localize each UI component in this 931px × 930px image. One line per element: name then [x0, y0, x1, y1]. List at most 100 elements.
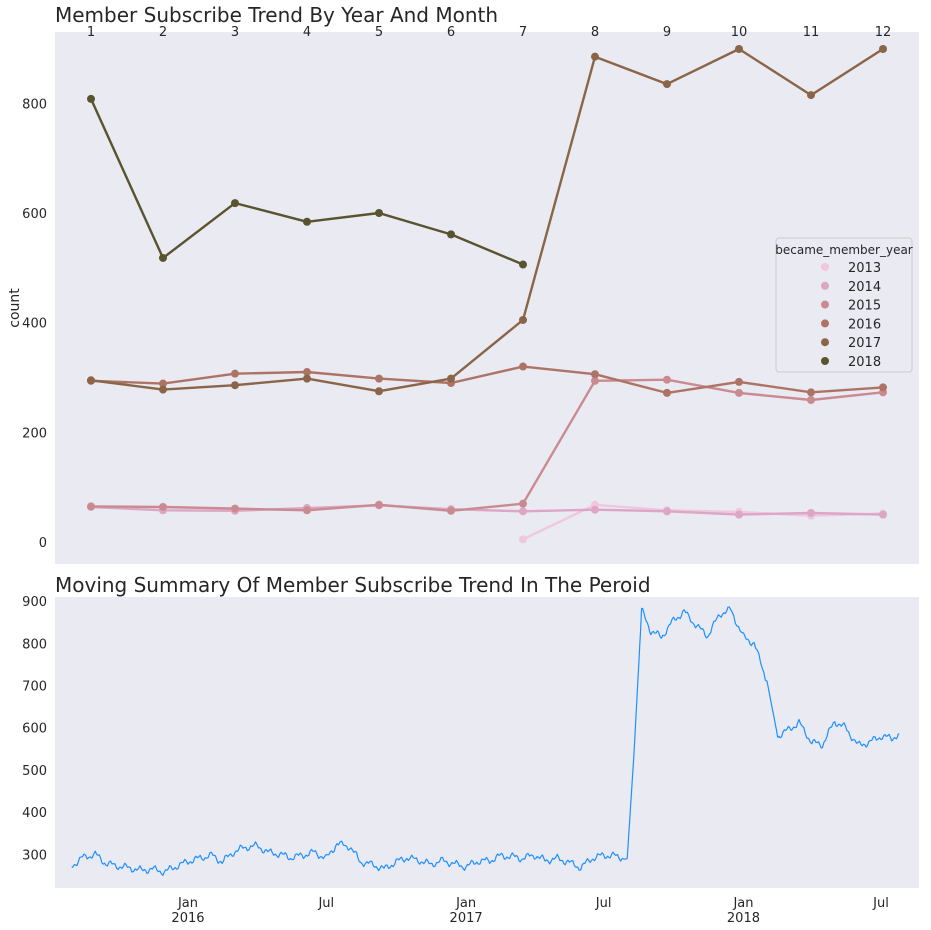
x-tick-label: Jul [317, 896, 334, 911]
x-tick-year-label: 2017 [450, 911, 483, 926]
legend-marker [821, 357, 829, 365]
y-tick-label: 900 [22, 595, 47, 610]
x-tick-label: Jan [732, 896, 753, 911]
x-tick-label: 4 [303, 25, 311, 40]
data-point [375, 387, 383, 396]
plot-background [55, 32, 919, 564]
legend-marker [821, 300, 829, 309]
data-point [519, 499, 527, 508]
data-point [519, 260, 527, 269]
data-point [303, 506, 311, 515]
legend-label: 2015 [848, 299, 881, 314]
x-tick-label: 10 [731, 25, 748, 40]
data-point [159, 379, 167, 388]
y-tick-label: 500 [22, 764, 47, 779]
x-tick-label: 2 [159, 25, 167, 40]
data-point [879, 45, 887, 54]
data-point [519, 362, 527, 371]
y-tick-label: 300 [22, 848, 47, 863]
legend-marker [821, 338, 829, 347]
x-tick-label: 3 [231, 25, 239, 40]
series-2015 [87, 375, 887, 515]
data-point [87, 502, 95, 511]
data-point [159, 385, 167, 394]
plot-background [55, 597, 919, 888]
series-group [87, 45, 887, 544]
y-tick-labels: 0 200 400 600 800 [22, 97, 47, 551]
legend-marker [821, 281, 829, 290]
data-point [87, 94, 95, 103]
y-tick-label: 800 [22, 97, 47, 112]
data-point [375, 208, 383, 217]
chart-title: Member Subscribe Trend By Year And Month [55, 3, 498, 27]
series-line [71, 606, 900, 877]
data-point [591, 505, 599, 514]
x-tick-label: 8 [591, 25, 599, 40]
x-tick-label: Jan [455, 896, 476, 911]
data-point [447, 506, 455, 515]
data-point [591, 376, 599, 385]
legend-label: 2017 [848, 336, 881, 351]
data-point [303, 368, 311, 377]
y-tick-label: 0 [39, 536, 47, 551]
monthly-trend-chart: Member Subscribe Trend By Year And Month… [7, 3, 919, 564]
data-point [735, 45, 743, 54]
data-point [807, 388, 815, 397]
series-2017 [87, 45, 887, 396]
data-point [447, 374, 455, 383]
data-point [159, 253, 167, 262]
legend-box [775, 237, 913, 373]
data-point [519, 315, 527, 324]
x-tick-label: Jul [872, 896, 889, 911]
data-point [231, 504, 239, 513]
x-tick-label: 12 [875, 25, 892, 40]
x-tick-label: Jan [177, 896, 198, 911]
legend-label: 2018 [848, 355, 881, 370]
data-point [591, 370, 599, 379]
data-point [879, 510, 887, 519]
y-tick-labels: 300 400 500 600 700 800 900 [22, 595, 47, 863]
y-tick-label: 400 [22, 317, 47, 332]
y-tick-label: 600 [22, 207, 47, 222]
data-point [807, 508, 815, 517]
legend-label: 2013 [848, 261, 881, 276]
series-line [90, 365, 884, 395]
legend-label: 2016 [848, 317, 881, 332]
x-tick-label: 11 [803, 25, 820, 40]
series-2016 [87, 362, 887, 397]
y-tick-label: 600 [22, 722, 47, 737]
data-point [231, 199, 239, 208]
x-tick-labels: 1 2 3 4 5 6 7 8 9 10 11 12 [87, 25, 891, 40]
legend-marker [821, 319, 829, 328]
y-axis-label: count [7, 288, 23, 328]
data-point [663, 375, 671, 384]
data-point [663, 80, 671, 89]
series-line [90, 47, 884, 393]
data-point [375, 500, 383, 509]
x-tick-label: 6 [447, 25, 455, 40]
x-tick-year-label: 2016 [171, 911, 204, 926]
legend-marker [821, 263, 829, 271]
data-point [663, 507, 671, 516]
data-point [807, 91, 815, 100]
data-point [159, 502, 167, 511]
series-group [71, 606, 900, 877]
y-tick-label: 700 [22, 680, 47, 695]
data-point [735, 388, 743, 397]
x-tick-label: 9 [663, 25, 671, 40]
data-point [375, 374, 383, 383]
legend-title: became_member_year [775, 243, 913, 257]
y-tick-label: 400 [22, 806, 47, 821]
series-line [90, 378, 884, 512]
data-point [807, 396, 815, 405]
x-tick-label: 7 [519, 25, 527, 40]
data-point [663, 388, 671, 397]
x-tick-label: Jul [595, 896, 612, 911]
data-point [519, 507, 527, 516]
data-point [879, 383, 887, 392]
y-tick-label: 200 [22, 426, 47, 441]
data-point [231, 369, 239, 378]
legend-label: 2014 [848, 280, 881, 295]
